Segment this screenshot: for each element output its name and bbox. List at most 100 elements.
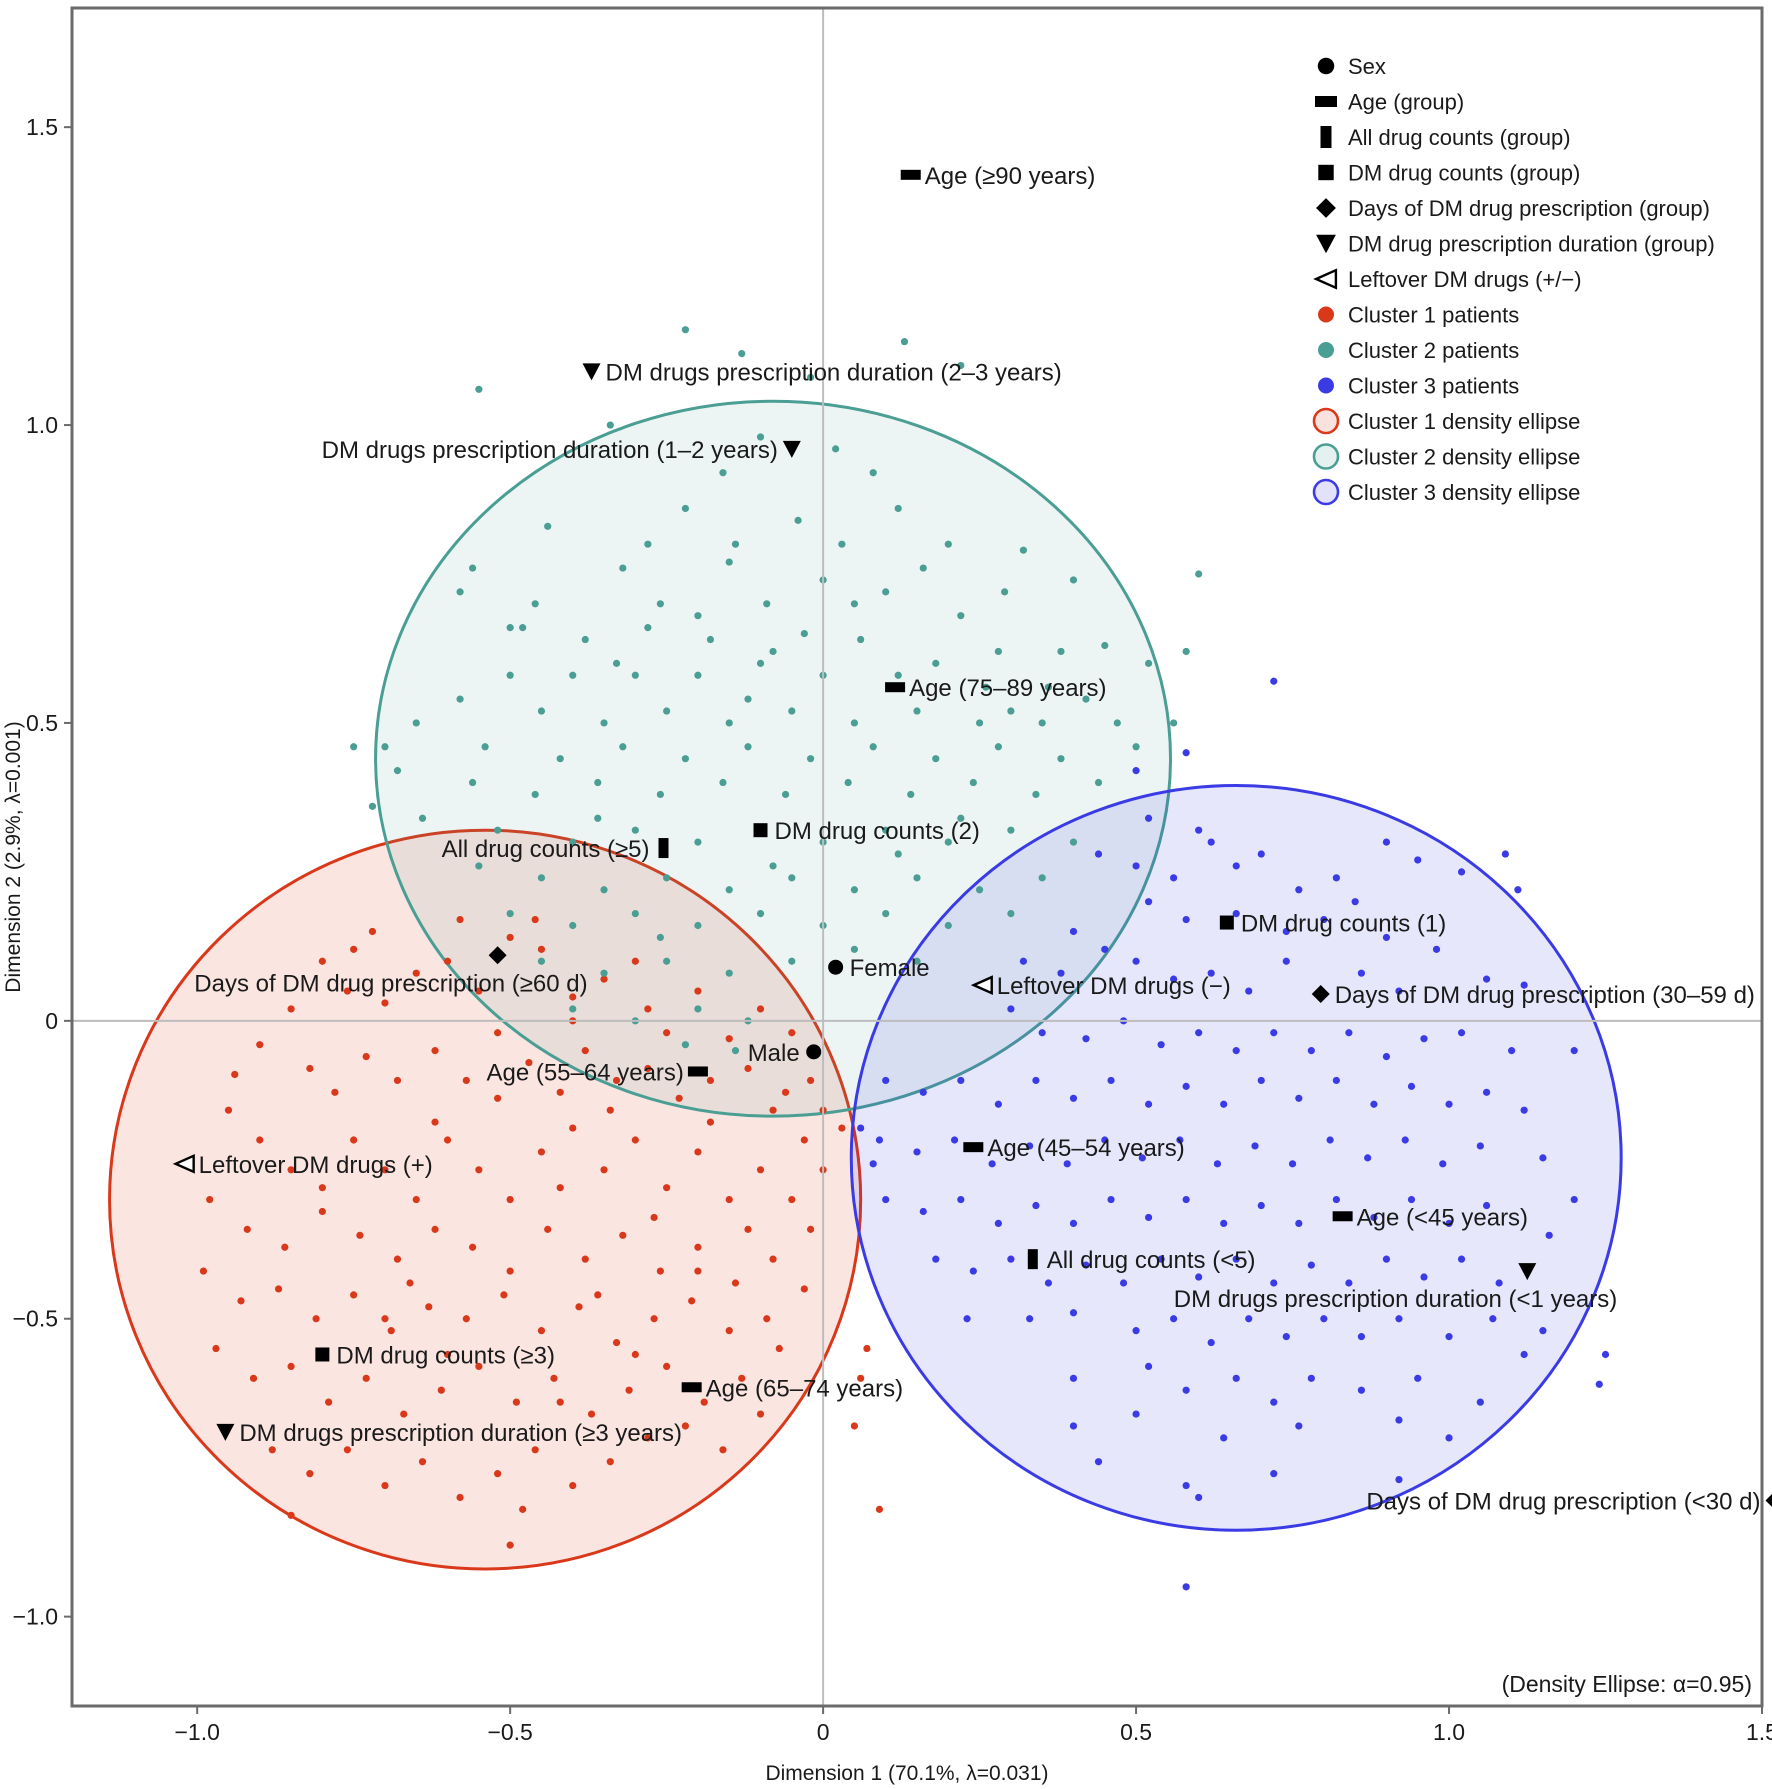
cluster-3-patient-point [857,1124,865,1132]
cluster-1-patient-point [287,1005,295,1013]
cluster-1-patient-point [738,1374,746,1382]
cluster-2-patient-point [506,910,514,918]
cluster-1-patient-point [381,999,389,1007]
cluster-3-patient-point [1570,1047,1578,1055]
cluster-1-patient-point [274,1285,283,1293]
cluster-1-patient-point [443,1136,452,1144]
cluster-3-patient-point [1170,874,1178,882]
cluster-1-patient-point [575,1303,583,1311]
category-marker-tri-down [1518,1263,1537,1281]
cluster-3-patient-point [1094,1458,1103,1466]
cluster-3-patient-point [919,1088,927,1096]
cluster-3-patient-point [1495,1279,1503,1287]
cluster-2-patient-point [725,969,733,977]
legend-swatch-cluster-3-ellipse [1312,478,1340,506]
cluster-2-patient-point [932,659,940,667]
cluster-1-patient-point [850,1422,859,1430]
cluster-1-patient-point [506,1195,514,1204]
cluster-1-patient-point [857,1374,865,1382]
cluster-3-patient-point [1476,1398,1484,1406]
cluster-3-patient-point [1007,1005,1015,1013]
cluster-2-patient-point [756,910,765,918]
cluster-2-patient-point [907,790,915,799]
cluster-3-patient-point [1207,969,1215,977]
cluster-1-patient-point [506,1267,514,1275]
cluster-1-patient-point [650,1213,658,1222]
category-marker-vbar [658,838,669,859]
cluster-1-patient-point [725,1035,733,1043]
cluster-2-patient-point [481,743,489,751]
cluster-1-patient-point [556,1088,564,1096]
cluster-1-patient-point [506,1541,514,1549]
cluster-3-patient-point [994,1219,1002,1228]
category-marker-diamond [1311,985,1330,1004]
category-marker-hbar [900,169,921,180]
category-marker-hbar [681,1382,702,1393]
cluster-1-patient-point [806,1076,815,1085]
cluster-2-patient-point [694,671,702,679]
cluster-2-patient-point [619,564,627,572]
cluster-3-patient-point [1026,1315,1034,1323]
cluster-1-patient-point [362,1374,370,1382]
cluster-1-patient-point [788,1029,796,1037]
cluster-3-patient-point [1107,1195,1115,1204]
cluster-1-patient-point [287,1166,295,1174]
cluster-2-patient-point [494,826,502,834]
cluster-1-patient-point [425,1303,433,1311]
cluster-2-patient-point [957,361,965,370]
cluster-3-patient-point [1395,1416,1403,1424]
cluster-1-patient-point [381,1315,389,1323]
cluster-3-patient-point [1357,1386,1366,1394]
cluster-2-patient-point [1057,647,1065,656]
legend-label: Leftover DM drugs (+/−) [1348,267,1582,292]
cluster-2-patient-point [594,814,602,822]
cluster-2-patient-point [1182,647,1190,656]
cluster-3-patient-point [1420,1273,1428,1281]
cluster-3-patient-point [1357,1333,1366,1341]
cluster-1-density-ellipse [108,828,863,1571]
cluster-2-patient-point [656,600,664,608]
cluster-3-patient-point [1270,1470,1278,1478]
cluster-1-patient-point [350,1291,358,1299]
density-ellipses [108,399,1623,1571]
cluster-3-patient-point [1508,1047,1516,1055]
category-marker-diamond [1765,1493,1772,1507]
cluster-2-patient-point [569,838,577,846]
cluster-1-patient-point [719,1446,727,1454]
cluster-2-patient-point [1101,641,1109,650]
cluster-2-patient-point [719,469,727,477]
cluster-2-patient-point [975,719,984,727]
cluster-1-patient-point [725,1195,733,1204]
category-marker-square [753,823,768,838]
legend-marker-circle [1317,57,1335,75]
cluster-1-patient-point [519,1505,527,1513]
cluster-2-patient-point [944,838,952,846]
category-marker-hbar [1332,1211,1353,1222]
cluster-3-patient-point [1176,1136,1184,1144]
cluster-2-patient-point [537,874,546,882]
cluster-2-patient-point [806,373,815,381]
cluster-1-patient-point [644,1064,652,1073]
cluster-1-patient-point [468,1243,477,1251]
cluster-2-patient-point [1069,838,1078,846]
category-marker-tri-left [970,975,993,995]
cluster-1-patient-point [688,1297,696,1305]
cluster-3-patient-point [1357,969,1366,977]
cluster-2-points [350,326,1203,1055]
cluster-3-patient-point [1232,1374,1240,1382]
cluster-2-patient-point [832,445,840,453]
cluster-1-patient-point [763,1315,771,1323]
cluster-3-patient-point [1132,862,1140,870]
cluster-2-patient-point [850,945,859,953]
legend-label: Cluster 3 patients [1348,374,1519,399]
cluster-1-patient-point [612,1076,621,1085]
cluster-3-patient-point [1069,1219,1078,1228]
cluster-1-patient-point [412,1195,420,1204]
legend: Sex Age (group) All drug counts (group) DM … [1312,54,1715,506]
cluster-2-patient-point [631,826,639,834]
x-tick-label: 1.5 [1746,1719,1772,1745]
cluster-3-patient-point [969,1267,977,1275]
legend-marker-diamond [1316,198,1336,218]
cluster-1-patient-point [612,1338,621,1347]
cluster-3-patient-point [963,1315,971,1323]
